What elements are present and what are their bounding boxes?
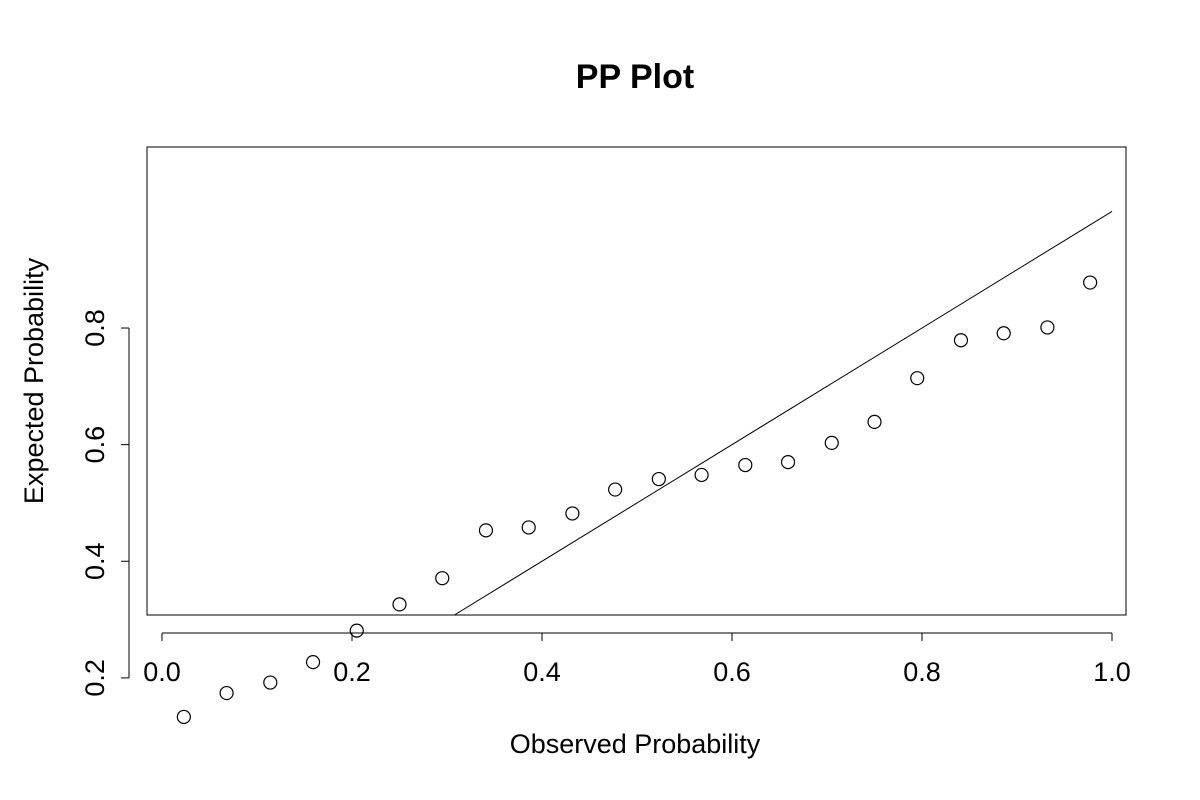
data-point [521, 520, 536, 535]
x-tick-label: 0.2 [333, 657, 371, 687]
x-tick-label: 0.6 [713, 657, 751, 687]
data-point [651, 471, 666, 487]
data-point [565, 506, 580, 521]
data-point [176, 709, 191, 725]
y-axis: 0.2 0.4 0.6 0.8 [80, 309, 130, 697]
data-point [694, 467, 709, 483]
data-point [478, 523, 494, 538]
y-tick-label: 0.6 [80, 426, 110, 464]
reference-line-group [454, 210, 1113, 616]
y-axis-label: Expected Probability [19, 257, 49, 504]
reference-line [454, 210, 1113, 616]
data-point [953, 333, 969, 348]
data-point [824, 435, 839, 450]
plot-box [146, 146, 1127, 616]
data-point [996, 326, 1011, 341]
x-tick-label: 0.0 [143, 657, 181, 687]
y-tick-label: 0.8 [80, 309, 110, 347]
x-tick-label: 0.8 [903, 657, 941, 687]
data-point [867, 414, 882, 429]
data-point [349, 623, 364, 638]
x-tick-label: 1.0 [1093, 657, 1131, 687]
data-point [738, 457, 753, 473]
x-tick-label: 0.4 [523, 657, 561, 687]
data-point [910, 371, 925, 386]
data-point [608, 482, 623, 497]
chart-title: PP Plot [576, 58, 694, 96]
data-point [435, 571, 450, 586]
points-group [176, 275, 1098, 725]
y-tick-label: 0.2 [80, 659, 110, 697]
data-point [1083, 275, 1098, 290]
data-point [219, 685, 234, 701]
data-point [780, 455, 796, 470]
x-axis: 0.0 0.2 0.4 0.6 0.8 1.0 [143, 632, 1131, 687]
data-point [1040, 320, 1055, 335]
data-point [305, 655, 321, 670]
data-point [263, 675, 278, 690]
x-axis-label: Observed Probability [510, 729, 761, 759]
y-tick-label: 0.4 [80, 542, 110, 580]
data-point [392, 597, 407, 612]
